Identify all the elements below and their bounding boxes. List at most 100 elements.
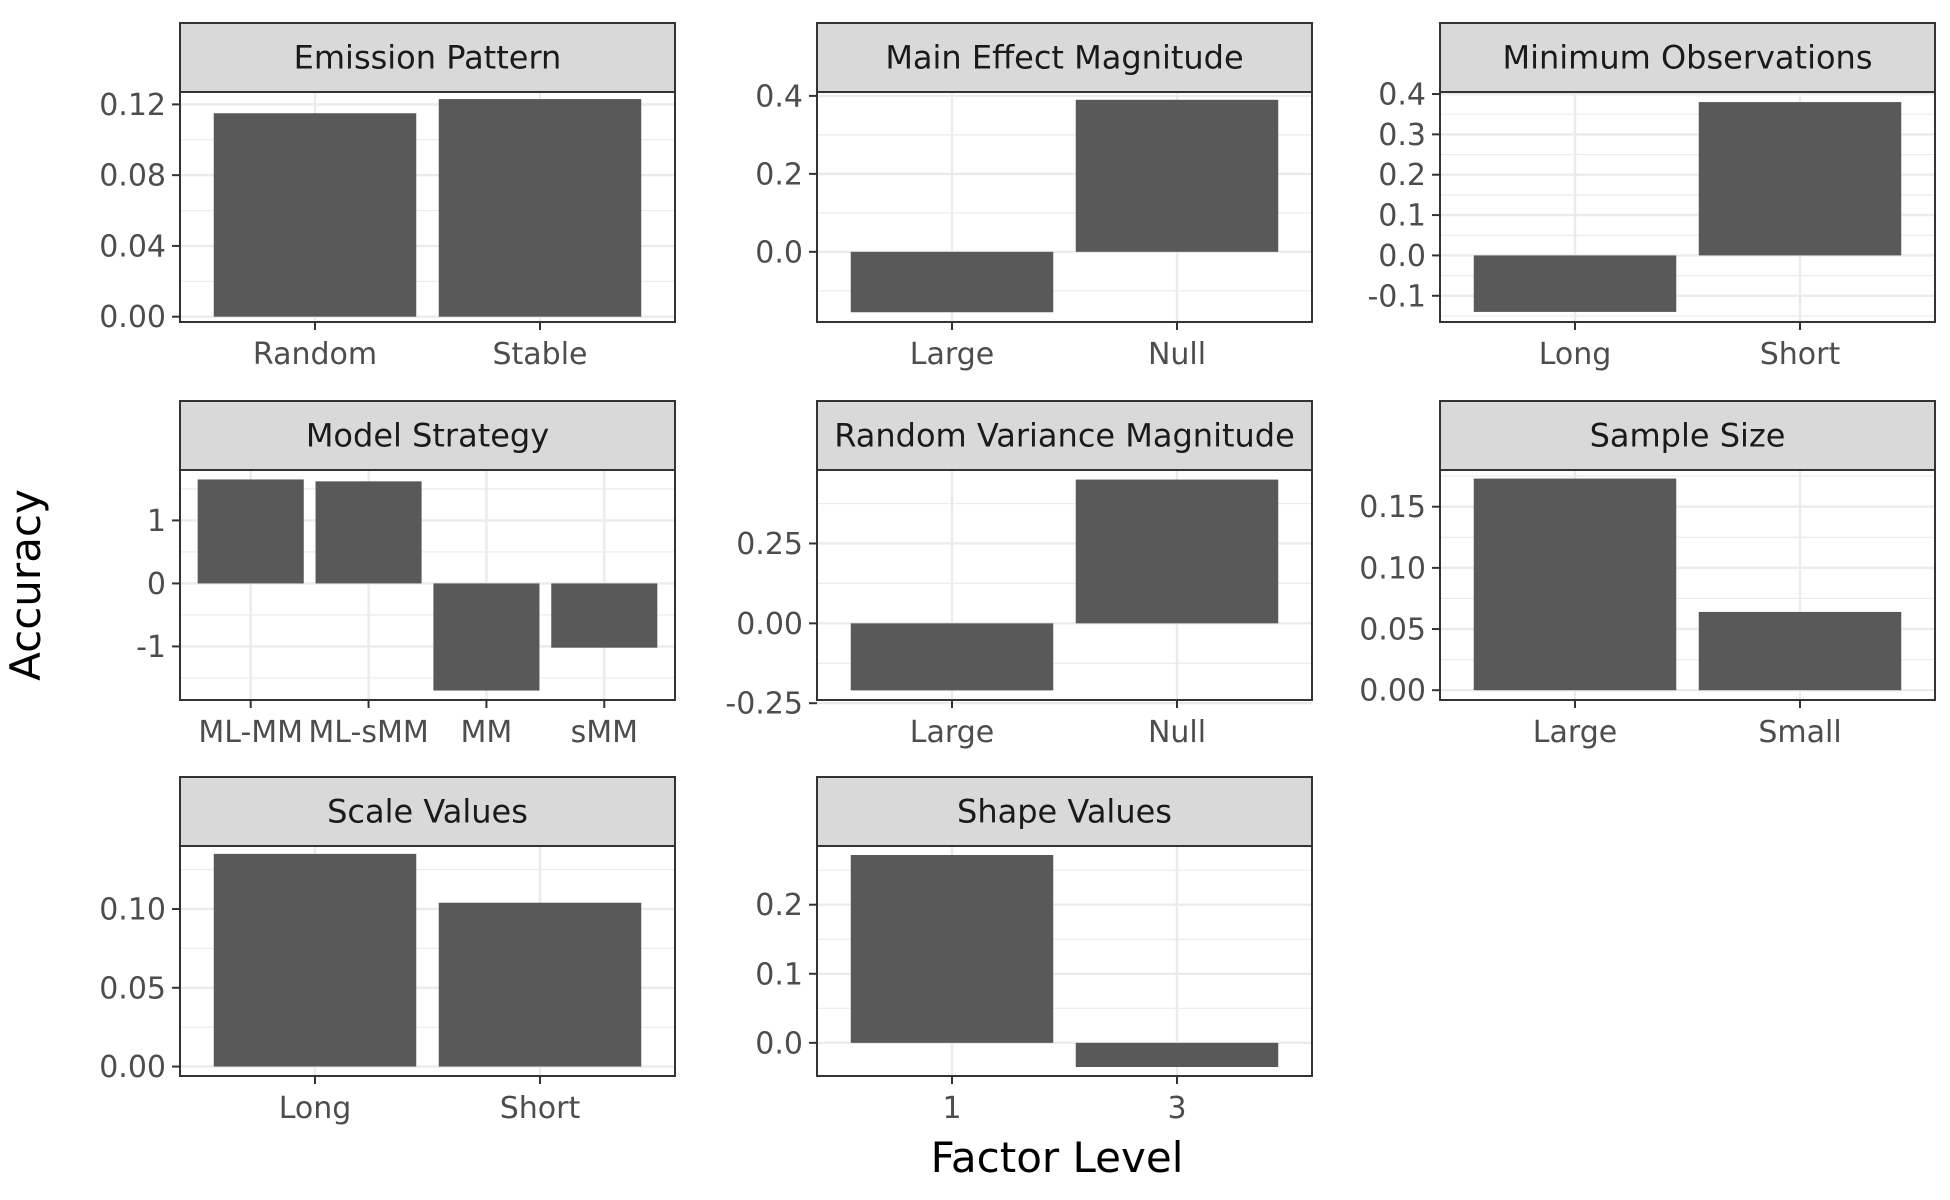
y-tick-label: 0.04 (99, 229, 166, 264)
x-tick-label: MM (461, 715, 513, 750)
x-tick-label: Null (1148, 715, 1206, 750)
bar (1698, 102, 1902, 256)
bar (1075, 99, 1279, 252)
facet-panel: Emission Pattern 0.00 0.04 0.08 0.12 Random St… (99, 22, 676, 372)
y-tick-label: 1 (147, 504, 166, 539)
strip-background (1439, 400, 1936, 471)
panel-border (816, 469, 1313, 701)
x-tick-label: Stable (492, 337, 587, 372)
y-tick-label: 0.05 (1359, 613, 1426, 648)
bar (1473, 255, 1677, 312)
y-tick-label: 0.0 (755, 235, 803, 270)
strip-title: Shape Values (957, 793, 1172, 831)
y-tick-label: 0.1 (1378, 199, 1426, 234)
bar (213, 853, 417, 1067)
y-tick-label: 0 (147, 567, 166, 602)
y-tick-label: 0.1 (755, 957, 803, 992)
strip-title: Emission Pattern (294, 39, 562, 77)
x-tick-label: Null (1148, 337, 1206, 372)
x-tick-label: ML-sMM (308, 715, 428, 750)
strip-background (816, 22, 1313, 93)
y-tick-label: 0.2 (1378, 158, 1426, 193)
facet-panel: Scale Values 0.00 0.05 0.10 Long Short (99, 776, 676, 1126)
x-tick-label: 3 (1167, 1091, 1186, 1126)
x-axis-title: Factor Level (931, 1133, 1184, 1182)
y-tick-label: 0.05 (99, 971, 166, 1006)
x-tick-label: Long (279, 1091, 352, 1126)
x-tick-label: 1 (942, 1091, 961, 1126)
strip-title: Main Effect Magnitude (885, 39, 1243, 77)
bar (438, 99, 642, 317)
strip-title: Model Strategy (306, 417, 549, 455)
y-tick-label: 0.2 (755, 888, 803, 923)
facet-panel: Sample Size 0.00 0.05 0.10 0.15 Large Small (1359, 400, 1936, 750)
y-tick-label: -0.1 (1367, 279, 1426, 314)
panel-border (1439, 469, 1936, 701)
facet-panel: Main Effect Magnitude 0.0 0.2 0.4 Large Null (755, 22, 1313, 372)
bar (438, 902, 642, 1067)
strip-title: Sample Size (1590, 417, 1786, 455)
panel-border (179, 469, 676, 701)
strip-background (179, 776, 676, 847)
x-tick-label: Large (910, 337, 994, 372)
strip-background (816, 400, 1313, 471)
panel-border (179, 91, 676, 323)
y-tick-label: -1 (136, 630, 166, 665)
x-tick-label: ML-MM (198, 715, 303, 750)
strip-title: Minimum Observations (1503, 39, 1873, 77)
y-tick-label: 0.4 (1378, 78, 1426, 113)
y-tick-label: 0.12 (99, 88, 166, 123)
bar (1075, 1042, 1279, 1068)
facet-panel: Model Strategy -1 0 1 ML-MM ML-sMM MM sMM (136, 400, 676, 750)
y-tick-label: 0.3 (1378, 118, 1426, 153)
y-tick-label: 0.0 (1378, 239, 1426, 274)
y-tick-label: 0.10 (1359, 551, 1426, 586)
bar (850, 854, 1054, 1043)
strip-background (179, 22, 676, 93)
bar (1075, 479, 1279, 624)
x-tick-label: Large (910, 715, 994, 750)
panel-border (1439, 91, 1936, 323)
y-tick-label: 0.2 (755, 157, 803, 192)
y-tick-label: -0.25 (725, 687, 803, 722)
x-tick-label: Random (253, 337, 377, 372)
facet-panel: Random Variance Magnitude -0.25 0.00 0.25 La… (725, 400, 1313, 750)
bar (1698, 611, 1902, 691)
y-tick-label: 0.0 (755, 1026, 803, 1061)
bar (197, 479, 304, 584)
strip-background (1439, 22, 1936, 93)
bar (1473, 478, 1677, 691)
strip-background (816, 776, 1313, 847)
y-tick-label: 0.00 (1359, 674, 1426, 709)
y-tick-label: 0.25 (736, 527, 803, 562)
strip-title: Scale Values (327, 793, 528, 831)
x-tick-label: Small (1758, 715, 1841, 750)
y-tick-label: 0.15 (1359, 490, 1426, 525)
panel-border (179, 845, 676, 1077)
bar (551, 583, 658, 648)
y-tick-label: 0.00 (736, 607, 803, 642)
x-tick-label: Large (1533, 715, 1617, 750)
panel-border (816, 845, 1313, 1077)
x-tick-label: Short (500, 1091, 581, 1126)
x-tick-label: Short (1760, 337, 1841, 372)
y-tick-label: 0.00 (99, 1050, 166, 1085)
y-axis-title: Accuracy (1, 489, 50, 681)
bar (433, 583, 540, 691)
y-tick-label: 0.4 (755, 79, 803, 114)
facet-panel: Minimum Observations -0.1 0.0 0.1 0.2 0.3 0.4 L… (1367, 22, 1936, 372)
y-tick-label: 0.10 (99, 893, 166, 928)
bar (315, 481, 422, 584)
x-tick-label: Long (1539, 337, 1612, 372)
panel-border (816, 91, 1313, 323)
facet-panel: Shape Values 0.0 0.1 0.2 1 3 (755, 776, 1313, 1126)
strip-title: Random Variance Magnitude (834, 417, 1295, 455)
y-tick-label: 0.08 (99, 159, 166, 194)
bar (850, 251, 1054, 313)
bar (213, 113, 417, 317)
x-tick-label: sMM (571, 715, 638, 750)
strip-background (179, 400, 676, 471)
y-tick-label: 0.00 (99, 300, 166, 335)
